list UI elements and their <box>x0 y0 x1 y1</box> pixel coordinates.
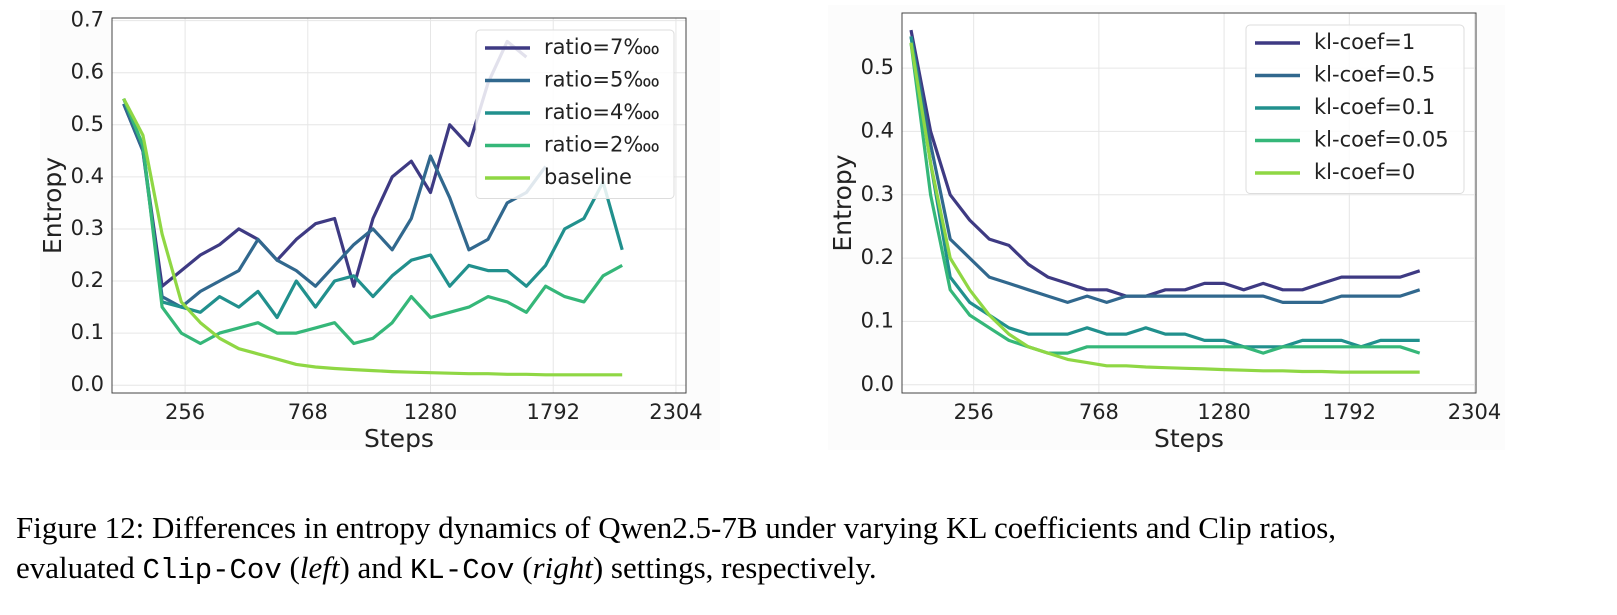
plot-frame <box>111 17 687 394</box>
caption-line: evaluated Clip-Cov (left) and KL-Cov (ri… <box>16 548 1336 591</box>
series-line <box>122 97 623 377</box>
series-line <box>909 36 1421 304</box>
y-tick-label: 0.2 <box>71 268 104 292</box>
legend-box <box>475 29 675 199</box>
plot-frame <box>901 12 1477 394</box>
y-axis-label: Entropy <box>828 154 857 251</box>
series-line <box>122 98 623 346</box>
series-line <box>122 39 528 288</box>
x-axis-label: Steps <box>1154 424 1224 453</box>
x-tick-label: 256 <box>165 400 205 424</box>
series-line <box>909 42 1420 374</box>
caption-italic: right <box>532 550 593 585</box>
y-tick-label: 0.1 <box>71 320 104 344</box>
series-line <box>909 29 1421 298</box>
series-line <box>909 42 1421 355</box>
caption-text: evaluated <box>16 550 143 585</box>
caption-text: ( <box>281 550 300 585</box>
y-tick-label: 0.4 <box>861 118 894 142</box>
series-line <box>122 98 624 320</box>
x-tick-label: 1792 <box>1323 400 1376 424</box>
x-tick-label: 2304 <box>649 400 702 424</box>
series-line <box>122 103 547 309</box>
x-tick-label: 768 <box>1079 400 1119 424</box>
y-tick-label: 0.5 <box>861 55 894 79</box>
x-tick-label: 1280 <box>1197 400 1250 424</box>
caption-text: ) settings, respectively. <box>592 550 877 585</box>
y-tick-label: 0.3 <box>861 182 894 206</box>
x-tick-label: 2304 <box>1448 400 1501 424</box>
legend-label: ratio=2‱ <box>544 133 660 157</box>
caption-text: ) and <box>339 550 411 585</box>
figure: 256 768 1280 1792 2304 0.0 0.1 0.2 0.3 0.4 0.5 0.6 0… <box>38 7 1502 453</box>
legend-label: ratio=4‱ <box>544 100 660 124</box>
caption: Figure 12: Differences in entropy dynami… <box>16 508 1336 591</box>
legend-box <box>1245 24 1465 194</box>
x-axis-label: Steps <box>364 424 434 453</box>
y-tick-label: 0.0 <box>861 372 894 396</box>
y-tick-label: 0.7 <box>71 8 104 32</box>
x-tick-label: 1792 <box>526 400 579 424</box>
caption-code: Clip-Cov <box>142 554 282 587</box>
x-tick-label: 1280 <box>404 400 457 424</box>
y-axis-label: Entropy <box>38 157 67 254</box>
caption-code: KL-Cov <box>410 554 515 587</box>
y-tick-label: 0.3 <box>71 216 104 240</box>
legend-label: kl-coef=0 <box>1314 160 1415 184</box>
y-tick-label: 0.1 <box>861 308 894 332</box>
legend-label: kl-coef=0.5 <box>1314 63 1435 87</box>
y-tick-label: 0.5 <box>71 112 104 136</box>
y-tick-label: 0.2 <box>861 245 894 269</box>
y-tick-label: 0.0 <box>71 372 104 396</box>
y-tick-label: 0.4 <box>71 164 104 188</box>
caption-line: Figure 12: Differences in entropy dynami… <box>16 510 1337 545</box>
x-tick-label: 768 <box>288 400 328 424</box>
legend-label: ratio=7‱ <box>544 35 660 59</box>
legend-label: ratio=5‱ <box>544 68 660 92</box>
caption-text: ( <box>514 550 533 585</box>
legend-label: kl-coef=0.1 <box>1314 95 1435 119</box>
y-tick-label: 0.6 <box>71 60 104 84</box>
caption-italic: left <box>299 550 340 585</box>
legend-label: baseline <box>544 165 632 189</box>
legend-label: kl-coef=1 <box>1314 30 1415 54</box>
legend-label: kl-coef=0.05 <box>1314 128 1449 152</box>
x-tick-label: 256 <box>954 400 994 424</box>
